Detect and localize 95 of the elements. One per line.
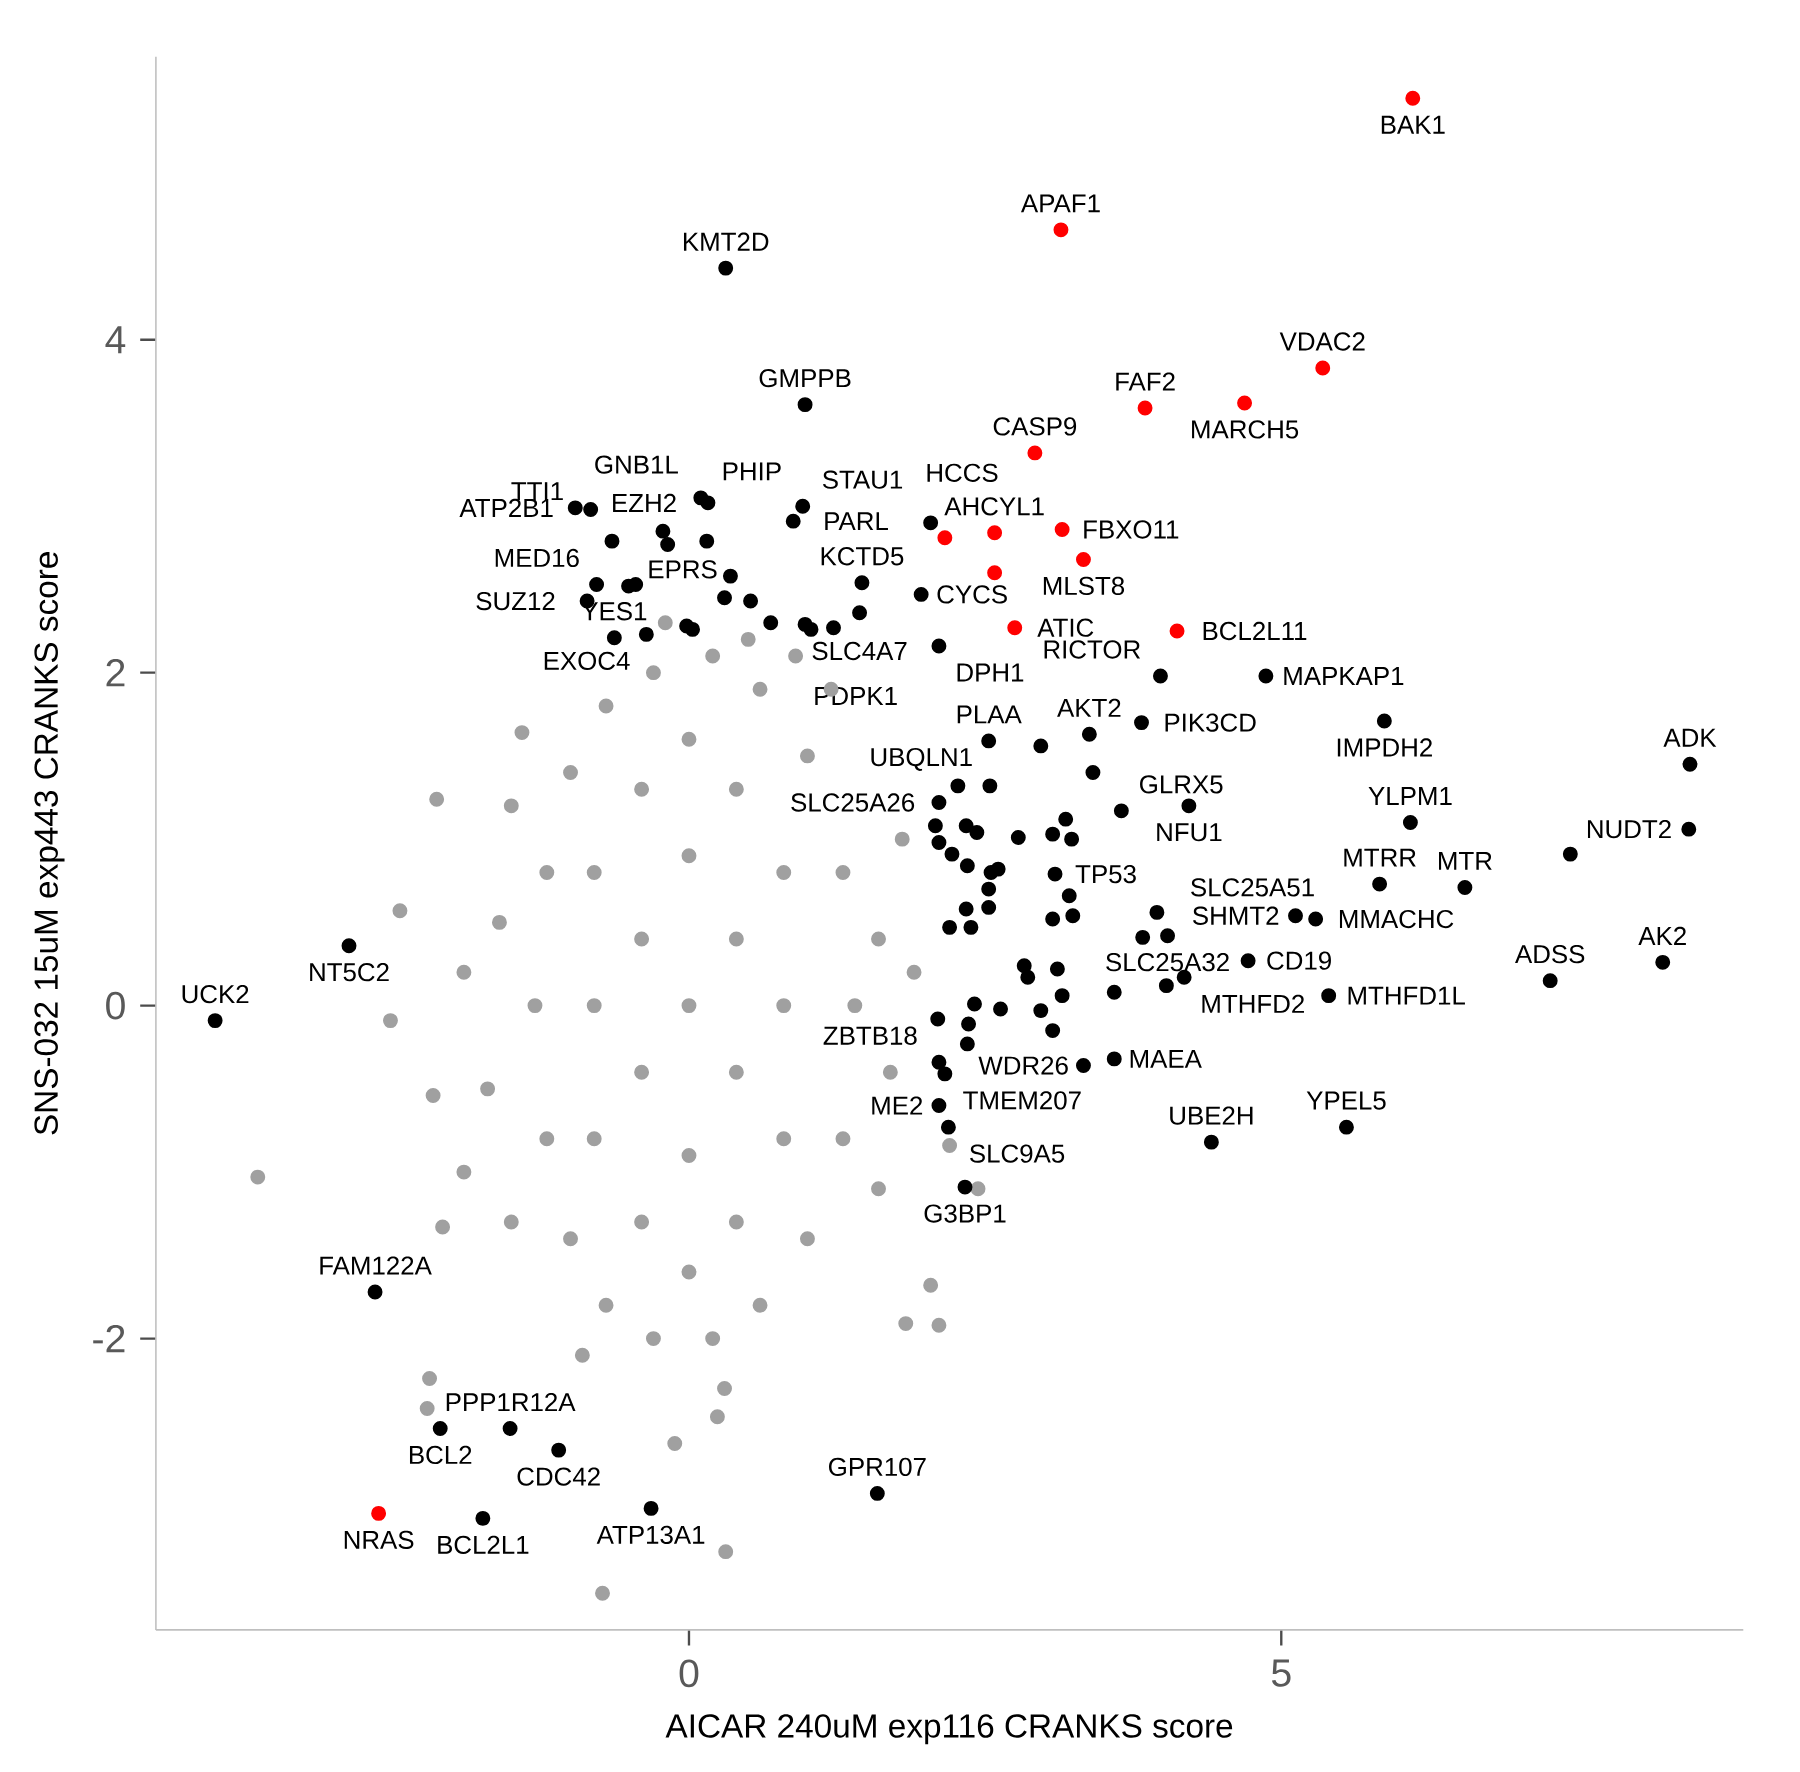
annotation: UCK2 [182,985,249,1004]
point [1169,623,1185,639]
annotation: HCCS [927,463,998,483]
y-axis-title: SNS-032 15uM exp443 CRANKS score [34,552,65,1135]
annotation: ADSS [1515,945,1585,964]
annotation: STAU1 [822,470,903,490]
annotation: NRAS [344,1530,414,1550]
annotation: ATIC [1037,618,1094,638]
y-tick-label: 0 [106,991,125,1020]
point [1315,360,1331,376]
point [1237,395,1253,411]
point [937,530,953,546]
annotation: YPEL5 [1306,1091,1386,1110]
annotation: G3BP1 [924,1204,1006,1223]
annotation: NFU1 [1157,823,1222,842]
annotation: MAPKAP1 [1284,667,1404,686]
y-tick-label: 2 [106,659,125,687]
annotation: ATP2B1 [459,498,553,518]
point [987,565,1003,581]
annotation: KMT2D [683,232,769,251]
y-tick-label: 4 [105,326,126,354]
annotation: GMPPB [759,369,851,388]
annotation: CD19 [1267,951,1331,970]
annotation: CASP9 [993,417,1077,436]
annotation: WDR26 [978,1056,1068,1075]
annotation: GNB1L [595,455,678,474]
annotation: MARCH5 [1192,420,1299,439]
point [987,525,1003,541]
point [1054,522,1070,538]
annotation: PARL [825,512,888,531]
annotation: SUZ12 [476,592,555,611]
annotation: FAM122A [320,1256,432,1275]
annotation: BCL2L1 [438,1535,529,1555]
annotation: CYCS [937,585,1007,604]
annotation: TMEM207 [963,1091,1081,1110]
annotation: BAK1 [1381,116,1445,134]
annotation: PIK3CD [1165,713,1256,732]
annotation: AK2 [1638,926,1686,946]
annotation: PPP1R12A [446,1393,576,1412]
annotation: SLC4A7 [812,641,907,661]
annotation: ATP13A1 [596,1525,705,1545]
annotation: APAF1 [1020,194,1100,213]
annotation: DPH1 [957,663,1024,682]
annotation: KCTD5 [821,547,904,566]
annotation: GPR107 [828,1457,926,1477]
x-tick-label: 5 [1271,1659,1291,1687]
point [1053,222,1069,238]
annotation: ME2 [872,1096,923,1115]
annotation: NUDT2 [1587,820,1671,839]
annotation: GLRX5 [1140,775,1223,794]
annotation: TTI1 [511,482,563,501]
annotation: IMPDH2 [1337,738,1432,757]
annotation: AKT2 [1057,698,1121,717]
annotation: YLPM1 [1368,787,1452,806]
annotation: EXOC4 [544,651,630,671]
annotation: MTR [1439,852,1492,871]
annotation: YES1 [581,602,647,621]
point [1007,620,1023,636]
annotation: EZH2 [613,494,676,513]
annotation: MTHFD1L [1348,986,1465,1005]
annotation: MAEA [1130,1050,1202,1068]
annotation: MLST8 [1043,576,1125,596]
x-axis-title: AICAR 240uM exp116 CRANKS score [665,1714,1233,1745]
annotation: SLC25A32 [1106,953,1229,972]
point [1137,400,1153,416]
annotation: PHIP [723,462,781,481]
annotation: SLC25A26 [791,793,915,812]
annotation: FAF2 [1116,372,1175,391]
annotation: UBQLN1 [871,748,972,772]
annotation: EPRS [649,560,717,579]
annotation: VDAC2 [1279,332,1365,351]
annotation: MED16 [495,548,579,568]
annotation: CDC42 [517,1467,600,1486]
annotation: BCL2L11 [1203,622,1307,641]
point [1405,91,1421,106]
annotation: SLC25A51 [1191,878,1314,897]
point [1076,552,1091,568]
annotation: TP53 [1075,865,1136,884]
annotation: MTRR [1344,848,1416,867]
y-tick-label: -2 [93,1325,125,1353]
annotation: RICTOR [1044,640,1141,659]
annotation: NT5C2 [310,963,389,982]
annotation: AHCYL1 [944,497,1044,516]
annotation: BCL2 [409,1445,472,1465]
point [371,1506,387,1521]
annotation: UBE2H [1170,1106,1253,1125]
annotation: PLAA [957,705,1022,724]
point [1027,445,1043,461]
annotation: ADK [1663,728,1717,747]
annotation: MMACHC [1339,910,1454,929]
annotation: SLC9A5 [970,1144,1065,1163]
annotation: ZBTB18 [823,1026,917,1046]
annotation: SHMT2 [1192,906,1279,926]
annotation: MTHFD2 [1202,994,1304,1013]
annotation: FBXO11 [1084,520,1179,539]
